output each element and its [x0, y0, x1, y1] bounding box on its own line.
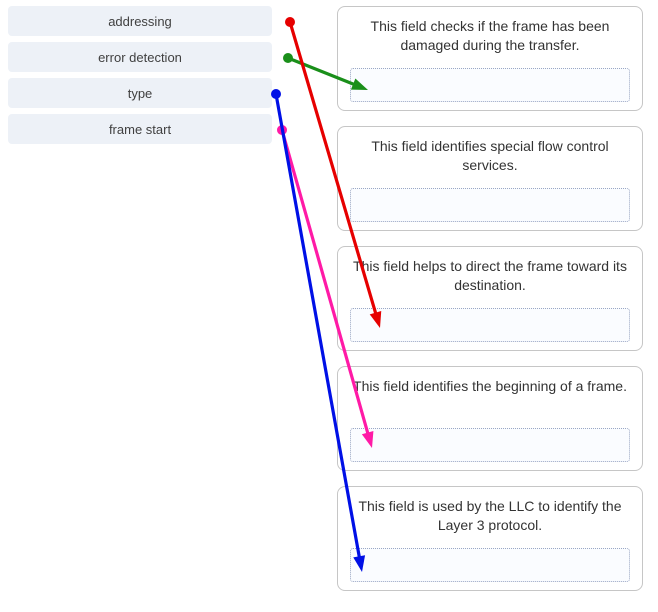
source-type[interactable]: type — [8, 78, 272, 108]
dropzone-flow[interactable] — [350, 188, 630, 222]
dropzone-direct[interactable] — [350, 308, 630, 342]
target-text: This field checks if the frame has been … — [350, 17, 630, 55]
source-frame-start[interactable]: frame start — [8, 114, 272, 144]
dropzone-beginning[interactable] — [350, 428, 630, 462]
target-text: This field helps to direct the frame tow… — [350, 257, 630, 295]
target-llc: This field is used by the LLC to identif… — [337, 486, 643, 591]
source-label: addressing — [108, 14, 172, 29]
target-damaged: This field checks if the frame has been … — [337, 6, 643, 111]
source-addressing[interactable]: addressing — [8, 6, 272, 36]
dropzone-llc[interactable] — [350, 548, 630, 582]
source-label: frame start — [109, 122, 171, 137]
source-label: type — [128, 86, 153, 101]
dropzone-damaged[interactable] — [350, 68, 630, 102]
target-text: This field identifies special flow contr… — [350, 137, 630, 175]
source-error-detection[interactable]: error detection — [8, 42, 272, 72]
target-direct: This field helps to direct the frame tow… — [337, 246, 643, 351]
source-label: error detection — [98, 50, 182, 65]
target-text: This field identifies the beginning of a… — [350, 377, 630, 396]
target-text: This field is used by the LLC to identif… — [350, 497, 630, 535]
target-flow: This field identifies special flow contr… — [337, 126, 643, 231]
target-beginning: This field identifies the beginning of a… — [337, 366, 643, 471]
